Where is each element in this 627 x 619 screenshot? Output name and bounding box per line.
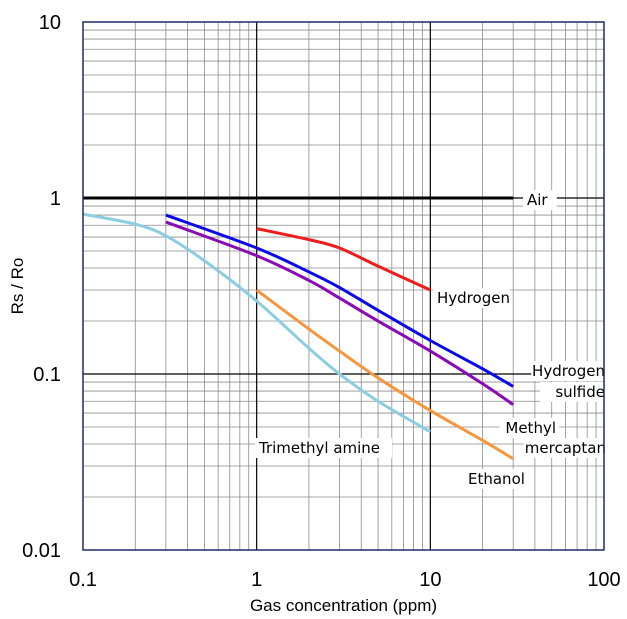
series-labels: Air Hydrogen Hydrogen sulfide Methyl mercapta… bbox=[255, 190, 609, 489]
x-tick-label: 10 bbox=[419, 569, 441, 591]
grid-minor bbox=[83, 22, 604, 550]
series-label-hydrogen-sulfide: Hydrogen bbox=[532, 362, 605, 380]
y-tick-label: 1 bbox=[50, 188, 61, 210]
y-tick-label: 0.01 bbox=[22, 540, 61, 562]
series-line-hydrogen-sulfide bbox=[165, 213, 514, 388]
x-tick-label: 1 bbox=[251, 569, 262, 591]
y-tick-label: 10 bbox=[39, 12, 61, 34]
series-label-bg-hydrogen-sulfide bbox=[531, 361, 608, 381]
series-line-hydrogen bbox=[256, 227, 431, 292]
series-label-hydrogen: Hydrogen bbox=[437, 289, 510, 307]
series-line-trimethyl-amine bbox=[82, 212, 432, 434]
x-axis-title: Gas concentration (ppm) bbox=[250, 596, 437, 615]
series-label-bg-methyl-mercaptan bbox=[523, 438, 609, 458]
series-label-methyl-mercaptan: Methyl bbox=[505, 419, 556, 437]
series-label-bg-hydrogen bbox=[433, 288, 510, 308]
series-label-bg-trimethyl-amine bbox=[255, 438, 392, 458]
series-label-bg-ethanol bbox=[464, 469, 533, 489]
y-tick-label: 0.1 bbox=[33, 364, 61, 386]
plot-frame bbox=[82, 21, 605, 551]
series-label-bg-air bbox=[523, 190, 557, 210]
series-lines bbox=[82, 196, 515, 461]
x-tick-label: 100 bbox=[587, 569, 620, 591]
series-label-air: Air bbox=[527, 191, 548, 209]
series-label-trimethyl-amine: Trimethyl amine bbox=[258, 439, 380, 457]
x-tick-label: 0.1 bbox=[69, 569, 97, 591]
series-label-ethanol: Ethanol bbox=[468, 470, 525, 488]
series-label-methyl-mercaptan: mercaptan bbox=[525, 439, 606, 457]
series-label-bg-methyl-mercaptan bbox=[499, 418, 559, 438]
series-line-ethanol bbox=[255, 288, 514, 461]
y-axis-title: Rs / Ro bbox=[8, 258, 27, 315]
series-label-bg-hydrogen-sulfide bbox=[539, 382, 608, 402]
series-line-methyl-mercaptan bbox=[165, 220, 515, 406]
tick-labels: 0.1 1 10 100 0.01 0.1 1 10 bbox=[22, 12, 621, 591]
series-label-hydrogen-sulfide: sulfide bbox=[555, 383, 605, 401]
